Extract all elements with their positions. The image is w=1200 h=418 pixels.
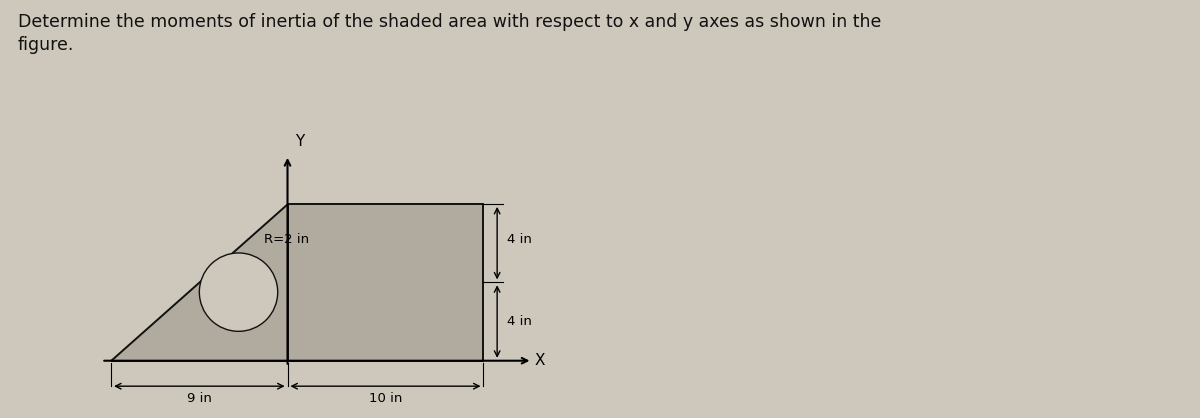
Text: 4 in: 4 in (506, 315, 532, 328)
Text: Determine the moments of inertia of the shaded area with respect to x and y axes: Determine the moments of inertia of the … (18, 13, 881, 54)
Text: Y: Y (295, 134, 305, 149)
Text: 10 in: 10 in (368, 392, 402, 405)
Text: R=2 in: R=2 in (264, 233, 310, 246)
Bar (288, 204, 484, 361)
Polygon shape (112, 204, 288, 361)
Text: 4 in: 4 in (506, 233, 532, 246)
Text: X: X (534, 353, 545, 368)
Circle shape (199, 253, 277, 331)
Text: 9 in: 9 in (187, 392, 211, 405)
